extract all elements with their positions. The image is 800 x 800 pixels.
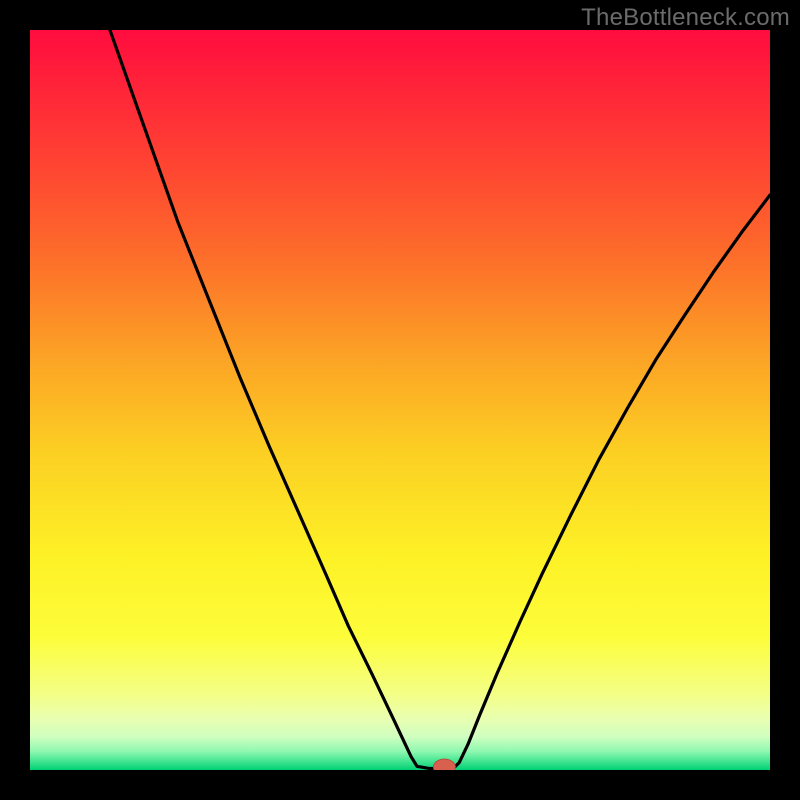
bottleneck-chart	[30, 30, 770, 770]
watermark-text: TheBottleneck.com	[581, 4, 790, 32]
gradient-background	[30, 30, 770, 770]
chart-frame: TheBottleneck.com	[0, 0, 800, 800]
